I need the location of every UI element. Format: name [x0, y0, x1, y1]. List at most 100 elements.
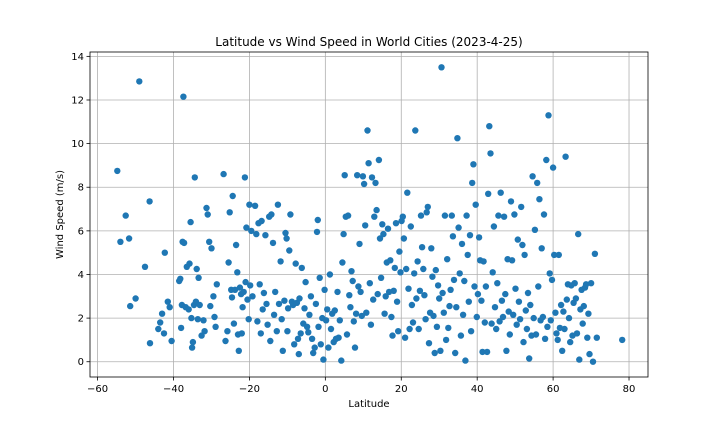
grid: [90, 52, 648, 377]
data-point: [433, 323, 441, 330]
data-point: [284, 328, 291, 335]
y-tick-label: 12: [71, 95, 84, 106]
data-point: [496, 318, 503, 325]
data-point: [499, 313, 507, 321]
data-point: [536, 196, 543, 203]
data-point: [382, 293, 389, 300]
data-point: [389, 332, 396, 339]
data-point: [258, 217, 265, 225]
data-point: [247, 282, 254, 289]
data-point: [203, 204, 210, 212]
data-point: [401, 334, 409, 341]
data-point: [516, 316, 524, 323]
data-point: [362, 222, 369, 229]
data-point: [164, 298, 171, 305]
data-point: [220, 170, 227, 178]
data-point: [294, 335, 302, 342]
data-point: [268, 211, 275, 218]
data-point: [547, 317, 554, 324]
data-point: [442, 336, 450, 344]
data-point: [387, 257, 394, 264]
data-point: [155, 325, 162, 333]
data-point: [287, 211, 294, 218]
data-point: [425, 340, 433, 347]
y-tick-label: 6: [78, 226, 84, 237]
data-point: [201, 328, 208, 335]
data-point: [560, 308, 567, 315]
data-point: [503, 347, 510, 354]
data-point: [482, 283, 490, 290]
data-point: [127, 302, 134, 310]
data-point: [303, 323, 311, 330]
data-point: [575, 230, 582, 238]
data-point: [196, 301, 203, 309]
data-point: [251, 202, 259, 209]
data-point: [177, 324, 185, 332]
data-point: [521, 251, 528, 259]
data-point: [455, 224, 462, 231]
data-point: [279, 347, 286, 354]
data-point: [470, 161, 477, 168]
data-point: [408, 301, 416, 309]
data-point: [204, 211, 211, 218]
data-point: [379, 221, 386, 228]
data-point: [535, 283, 542, 290]
data-point: [421, 292, 428, 299]
data-point: [352, 310, 360, 317]
data-point: [406, 325, 413, 333]
data-point: [317, 341, 324, 348]
data-point: [242, 278, 249, 286]
data-point: [263, 300, 270, 308]
data-point: [338, 357, 345, 364]
data-point: [231, 286, 239, 293]
data-point: [543, 156, 550, 164]
data-point: [448, 212, 455, 219]
data-point: [117, 238, 124, 245]
data-point: [311, 344, 318, 351]
data-point: [559, 347, 566, 354]
y-axis-label: Wind Speed (m/s): [55, 170, 66, 259]
data-point: [457, 332, 465, 339]
data-point: [510, 311, 517, 318]
data-point: [291, 341, 298, 348]
data-point: [262, 232, 269, 239]
data-point: [281, 297, 288, 304]
data-point: [531, 226, 539, 233]
data-point: [357, 288, 364, 296]
x-tick-label: 20: [395, 384, 408, 395]
data-point: [413, 295, 420, 302]
data-point: [391, 264, 398, 272]
data-point: [461, 277, 468, 285]
data-point: [530, 314, 537, 322]
data-point: [248, 227, 255, 235]
data-point: [305, 329, 312, 336]
data-point: [526, 355, 533, 362]
data-point: [579, 320, 586, 327]
data-point: [436, 295, 443, 302]
data-point: [519, 241, 526, 249]
data-point: [567, 338, 574, 346]
data-point: [208, 245, 215, 252]
data-point: [310, 349, 317, 357]
data-point: [483, 348, 491, 356]
data-point: [114, 167, 121, 175]
data-point: [405, 285, 412, 292]
data-point: [334, 288, 341, 296]
data-point: [409, 319, 417, 326]
data-point: [380, 230, 387, 238]
data-point: [585, 310, 592, 317]
plot-frame: [89, 51, 649, 378]
data-point: [188, 344, 196, 351]
data-point: [325, 344, 332, 351]
data-point: [561, 325, 568, 333]
data-point: [486, 123, 493, 130]
data-point: [563, 296, 570, 303]
data-point: [573, 330, 581, 337]
data-point: [367, 321, 375, 328]
y-axis-ticks: 0 2 4 6 8 10 12 14: [71, 52, 90, 368]
data-point: [458, 240, 466, 248]
y-tick-label: 0: [78, 357, 84, 368]
data-point: [491, 304, 499, 311]
data-point: [194, 316, 201, 323]
data-point: [340, 230, 347, 238]
